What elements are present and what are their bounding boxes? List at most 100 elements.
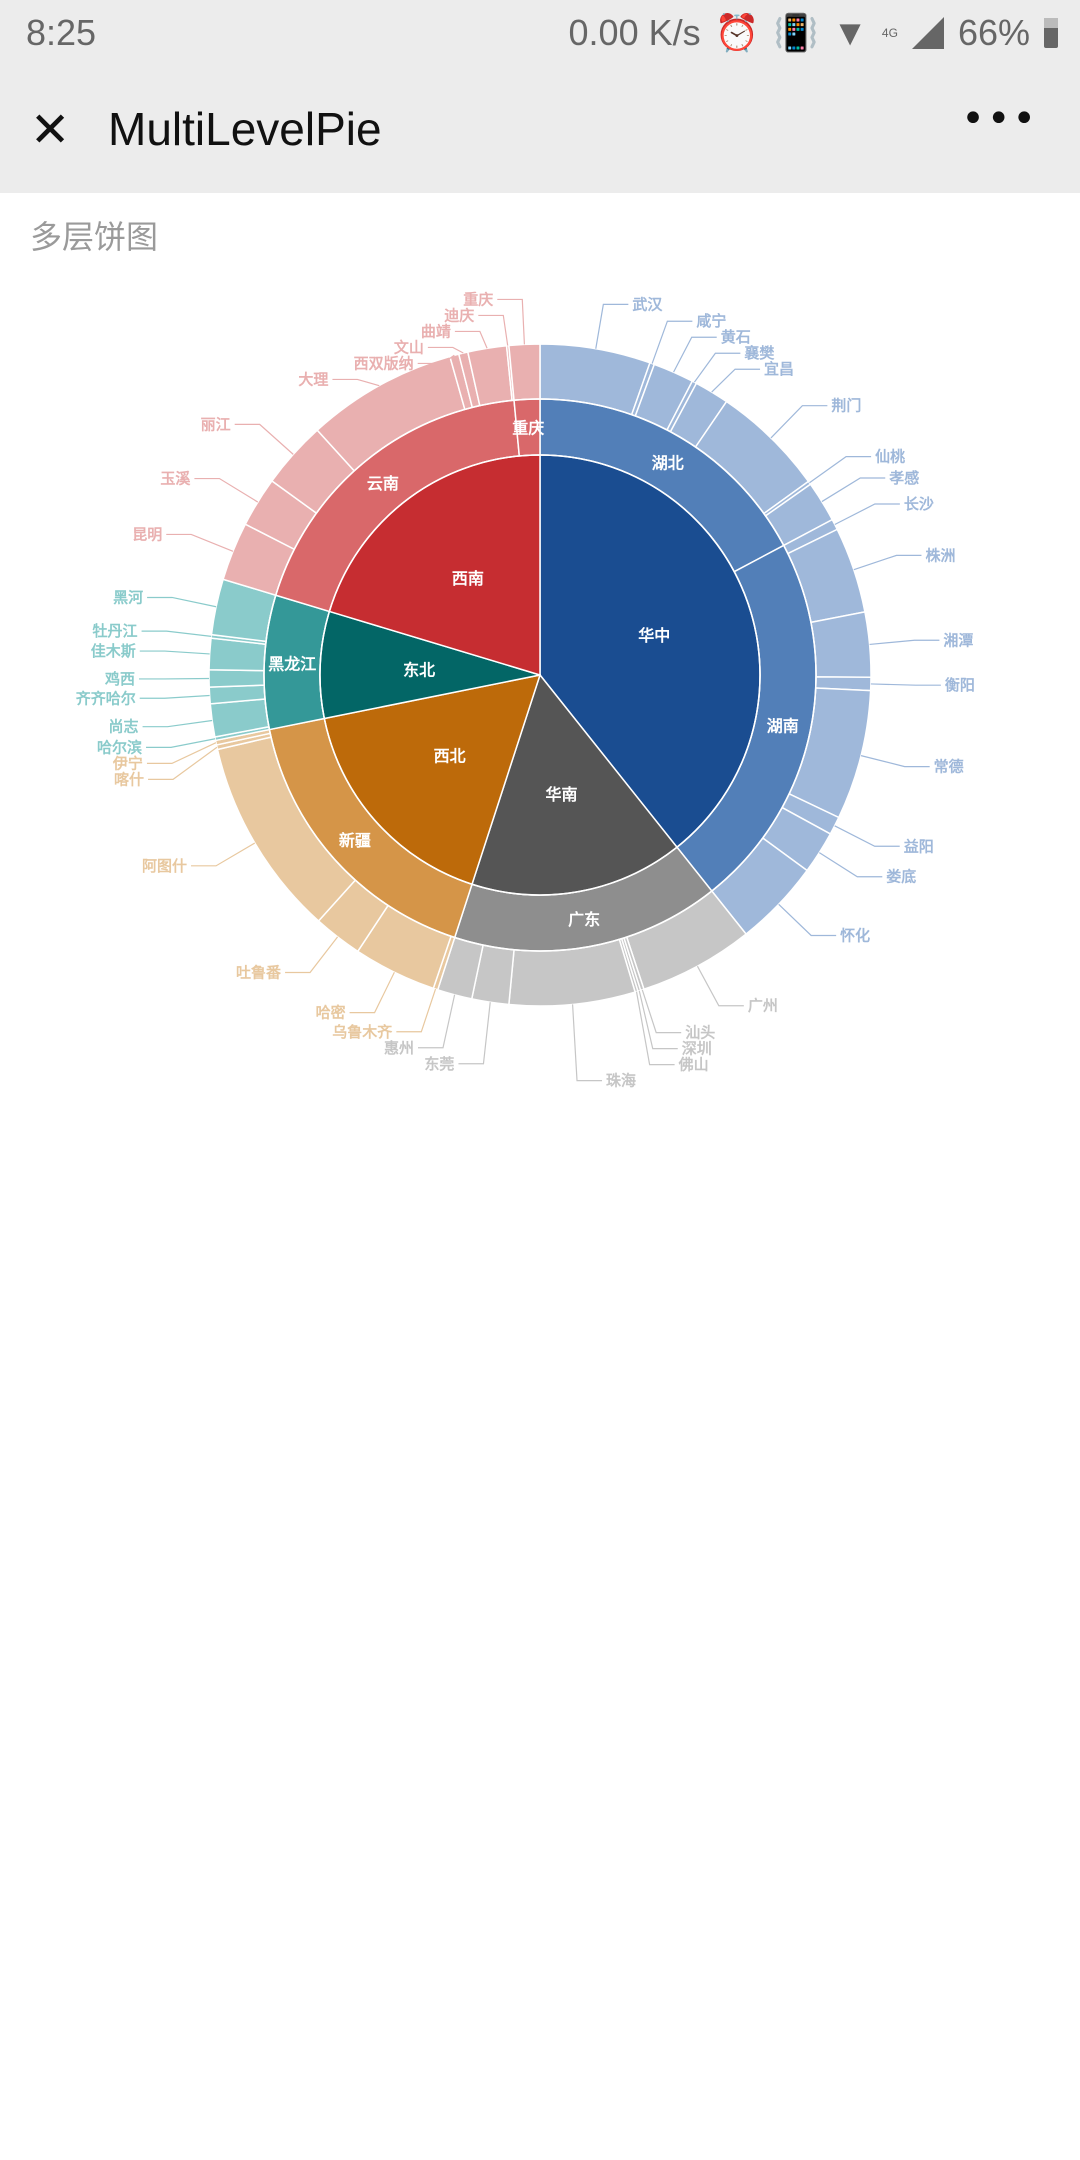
province-label: 湖北 [652, 453, 684, 472]
battery-icon [1044, 18, 1058, 48]
city-label: 牡丹江 [93, 622, 138, 640]
province-label: 黑龙江 [268, 654, 316, 673]
leader-line [146, 738, 216, 748]
vibrate-icon: 📳 [773, 12, 819, 53]
leader-line [194, 477, 259, 503]
leader-line [148, 746, 218, 780]
leader-line [834, 825, 900, 847]
city-label: 黄石 [721, 328, 751, 346]
city-label: 长沙 [904, 495, 934, 513]
leader-line [651, 320, 693, 364]
leader-line [635, 991, 675, 1066]
city-label: 吐鲁番 [236, 964, 282, 982]
leader-line [809, 456, 872, 484]
leader-line [147, 596, 217, 608]
city-label: 齐齐哈尔 [76, 689, 136, 707]
leader-line [191, 842, 256, 867]
network-type: 4G [881, 26, 898, 40]
leader-line [770, 405, 828, 439]
city-label: 伊宁 [112, 754, 143, 772]
city-label: 大理 [298, 370, 328, 388]
leader-line [417, 354, 455, 365]
close-icon[interactable]: ✕ [30, 102, 71, 158]
city-label: 湘潭 [943, 631, 973, 649]
city-label: 东莞 [424, 1055, 454, 1073]
city-label: 娄底 [886, 868, 916, 886]
city-label: 佛山 [678, 1056, 709, 1074]
city-label: 哈密 [316, 1004, 346, 1022]
status-icons: 0.00 K/s ⏰ 📳 ▼ 4G 66% [569, 12, 1058, 54]
ring-divider [263, 398, 817, 952]
leader-line [141, 630, 212, 637]
region-label: 西南 [452, 569, 484, 588]
leader-line [458, 1002, 491, 1065]
leader-line [571, 1004, 603, 1082]
leader-line [396, 988, 437, 1033]
leader-line [497, 298, 526, 345]
leader-line [139, 650, 210, 655]
city-label: 惠州 [384, 1039, 414, 1057]
province-label: 新疆 [339, 831, 371, 850]
city-label: 益阳 [904, 837, 934, 855]
city-label: 文山 [394, 338, 424, 356]
city-label: 哈尔滨 [97, 738, 142, 756]
city-label: 广州 [748, 997, 778, 1015]
leader-line [711, 368, 761, 393]
leader-line [139, 694, 210, 699]
leader-line [638, 990, 678, 1050]
city-label: 尚志 [109, 718, 139, 736]
leader-line [166, 533, 234, 552]
leader-line [869, 639, 940, 646]
city-label: 玉溪 [160, 470, 191, 488]
city-label: 珠海 [606, 1072, 636, 1090]
leader-line [427, 346, 464, 354]
city-label: 仙桃 [875, 448, 905, 466]
city-label: 咸宁 [696, 312, 726, 330]
chart-subtitle: 多层饼图 [30, 218, 159, 256]
leader-line [142, 719, 213, 728]
city-slice[interactable] [810, 610, 872, 679]
city-label: 宜昌 [764, 360, 794, 378]
signal-icon [911, 17, 944, 49]
leader-line [418, 994, 456, 1049]
city-label: 株洲 [925, 546, 955, 564]
leader-line [853, 554, 922, 571]
leader-line [478, 314, 509, 346]
city-label: 鸡西 [104, 670, 135, 688]
net-speed: 0.00 K/s [568, 12, 701, 53]
city-slice[interactable] [208, 669, 265, 688]
city-label: 襄樊 [743, 344, 775, 362]
city-label: 阿图什 [142, 857, 187, 875]
region-label: 华南 [546, 785, 578, 804]
city-label: 黑河 [113, 588, 143, 606]
city-label: 重庆 [463, 290, 493, 308]
leader-line [285, 936, 339, 974]
city-label: 乌鲁木齐 [332, 1023, 393, 1041]
city-label: 荆门 [831, 397, 861, 415]
leader-line [834, 503, 900, 526]
leader-line [778, 903, 837, 937]
province-label: 广东 [568, 910, 600, 929]
region-label: 西北 [434, 746, 466, 765]
city-slice[interactable] [508, 343, 541, 402]
province-label: 湖南 [767, 717, 799, 736]
leader-line [870, 683, 941, 686]
leader-line [673, 336, 717, 373]
city-label: 昆明 [132, 525, 162, 543]
city-label: 怀化 [840, 926, 870, 944]
province-label: 重庆 [512, 418, 544, 437]
wifi-icon: ▼ [832, 12, 868, 53]
province-label: 云南 [367, 474, 399, 493]
more-icon[interactable]: ••• [961, 96, 1038, 142]
status-bar: 8:25 0.00 K/s ⏰ 📳 ▼ 4G 66% [0, 0, 1080, 68]
leader-line [641, 989, 682, 1034]
city-label: 汕头 [685, 1024, 715, 1042]
alarm-icon: ⏰ [714, 12, 760, 53]
region-label: 华中 [638, 626, 670, 645]
leader-line [332, 378, 380, 387]
city-label: 深圳 [682, 1040, 712, 1058]
city-label: 武汉 [632, 295, 663, 313]
toolbar: ✕ MultiLevelPie ••• [0, 68, 1080, 193]
leader-line [349, 971, 395, 1014]
